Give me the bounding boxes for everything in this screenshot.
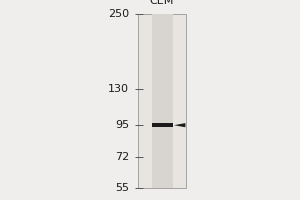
Bar bbox=[152, 123, 172, 127]
Bar bbox=[152, 14, 172, 188]
Text: 250: 250 bbox=[108, 9, 129, 19]
Text: 130: 130 bbox=[108, 84, 129, 94]
Text: 55: 55 bbox=[115, 183, 129, 193]
Polygon shape bbox=[174, 123, 185, 127]
Text: 95: 95 bbox=[115, 120, 129, 130]
Text: 72: 72 bbox=[115, 152, 129, 162]
Text: CEM: CEM bbox=[150, 0, 174, 6]
Bar bbox=[138, 14, 186, 188]
